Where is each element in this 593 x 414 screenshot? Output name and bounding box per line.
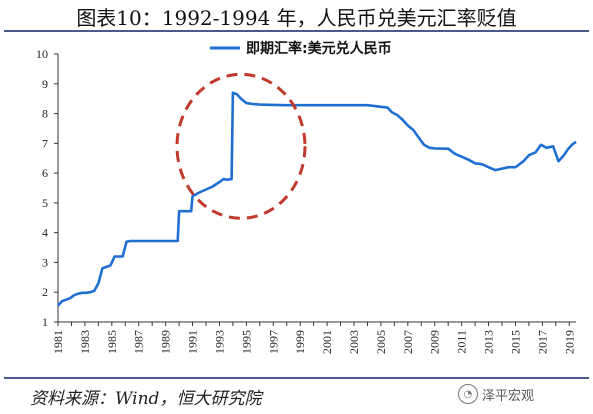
x-tick-label: 2013	[482, 330, 496, 354]
legend-label: 即期汇率:美元兑人民币	[246, 40, 392, 57]
title-rule	[4, 30, 589, 32]
highlight-circle	[175, 72, 307, 220]
x-tick-label: 2019	[562, 330, 576, 354]
watermark: ◔ 泽平宏观	[458, 384, 534, 404]
x-tick-label: 1993	[212, 330, 226, 354]
y-tick-label: 6	[42, 166, 48, 180]
x-tick-label: 2001	[320, 330, 334, 354]
y-tick-label: 10	[36, 47, 48, 61]
x-tick-label: 2005	[374, 330, 388, 354]
x-tick-label: 1985	[105, 330, 119, 354]
source-rule	[4, 377, 589, 379]
y-tick-label: 2	[42, 285, 48, 299]
series-line	[57, 91, 577, 307]
source-note: 资料来源：Wind，恒大研究院	[30, 389, 262, 409]
x-tick-label: 1995	[239, 330, 253, 354]
x-tick-label: 1983	[78, 330, 92, 354]
x-tick-label: 1997	[266, 330, 280, 354]
x-tick-label: 1989	[159, 330, 173, 354]
y-tick-label: 1	[42, 315, 48, 329]
watermark-text: 泽平宏观	[482, 388, 535, 404]
y-tick-label: 3	[42, 255, 48, 269]
wechat-icon: ◔	[458, 384, 478, 404]
x-tick-label: 2003	[347, 330, 361, 354]
y-tick-label: 5	[42, 196, 48, 210]
x-tick-label: 1981	[51, 330, 65, 354]
y-tick-label: 4	[42, 226, 48, 240]
x-tick-label: 2007	[401, 330, 415, 354]
x-tick-label: 1987	[132, 330, 146, 354]
x-tick-label: 2017	[535, 330, 549, 354]
y-tick-label: 7	[42, 136, 48, 150]
chart-title: 图表10：1992-1994 年，人民币兑美元汇率贬值	[76, 6, 517, 30]
x-tick-label: 2015	[508, 330, 522, 354]
x-tick-label: 2011	[455, 330, 469, 354]
x-tick-label: 2009	[428, 330, 442, 354]
y-tick-label: 8	[42, 107, 48, 121]
x-tick-label: 1991	[186, 330, 200, 354]
x-tick-label: 1999	[293, 330, 307, 354]
y-tick-label: 9	[42, 77, 48, 91]
line-chart: 1 2 3 4 5 6 7 8 9 10 1981 1983 1985 1987 1989 1991 1993 1…	[36, 40, 577, 354]
